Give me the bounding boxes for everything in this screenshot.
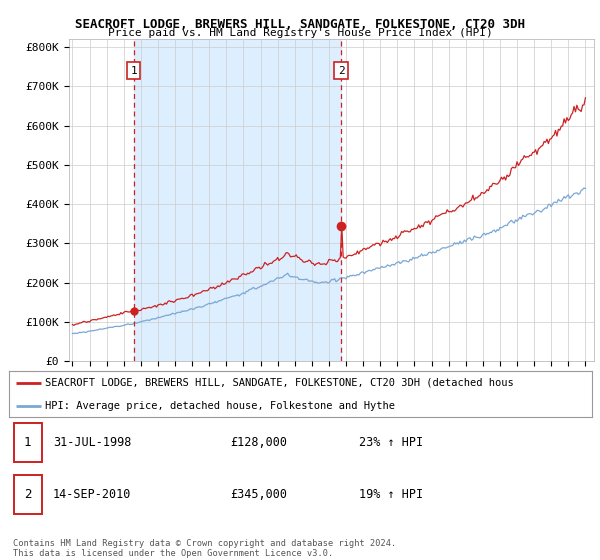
Text: 1: 1 bbox=[130, 66, 137, 76]
Text: 19% ↑ HPI: 19% ↑ HPI bbox=[359, 488, 423, 501]
Text: 2: 2 bbox=[24, 488, 31, 501]
Text: 31-JUL-1998: 31-JUL-1998 bbox=[53, 436, 131, 449]
Text: 23% ↑ HPI: 23% ↑ HPI bbox=[359, 436, 423, 449]
Text: 1: 1 bbox=[24, 436, 31, 449]
Text: £128,000: £128,000 bbox=[230, 436, 287, 449]
Text: £345,000: £345,000 bbox=[230, 488, 287, 501]
Text: 2: 2 bbox=[338, 66, 344, 76]
Text: HPI: Average price, detached house, Folkestone and Hythe: HPI: Average price, detached house, Folk… bbox=[45, 401, 395, 410]
Text: SEACROFT LODGE, BREWERS HILL, SANDGATE, FOLKESTONE, CT20 3DH (detached hous: SEACROFT LODGE, BREWERS HILL, SANDGATE, … bbox=[45, 378, 514, 388]
FancyBboxPatch shape bbox=[14, 423, 41, 463]
Text: SEACROFT LODGE, BREWERS HILL, SANDGATE, FOLKESTONE, CT20 3DH: SEACROFT LODGE, BREWERS HILL, SANDGATE, … bbox=[75, 18, 525, 31]
Text: Price paid vs. HM Land Registry's House Price Index (HPI): Price paid vs. HM Land Registry's House … bbox=[107, 28, 493, 38]
Bar bbox=[134, 39, 341, 361]
Text: 14-SEP-2010: 14-SEP-2010 bbox=[53, 488, 131, 501]
FancyBboxPatch shape bbox=[14, 475, 41, 514]
Text: Contains HM Land Registry data © Crown copyright and database right 2024.
This d: Contains HM Land Registry data © Crown c… bbox=[13, 539, 397, 558]
